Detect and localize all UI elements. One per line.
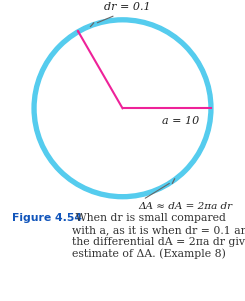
Text: Figure 4.54: Figure 4.54 [12, 213, 82, 223]
Text: dr = 0.1: dr = 0.1 [97, 2, 150, 23]
Text: When dr is small compared
with a, as it is when dr = 0.1 and a = 10,
the differe: When dr is small compared with a, as it … [72, 213, 245, 259]
Text: ΔA ≈ dA = 2πa dr: ΔA ≈ dA = 2πa dr [138, 183, 233, 211]
Text: a = 10: a = 10 [162, 116, 199, 126]
